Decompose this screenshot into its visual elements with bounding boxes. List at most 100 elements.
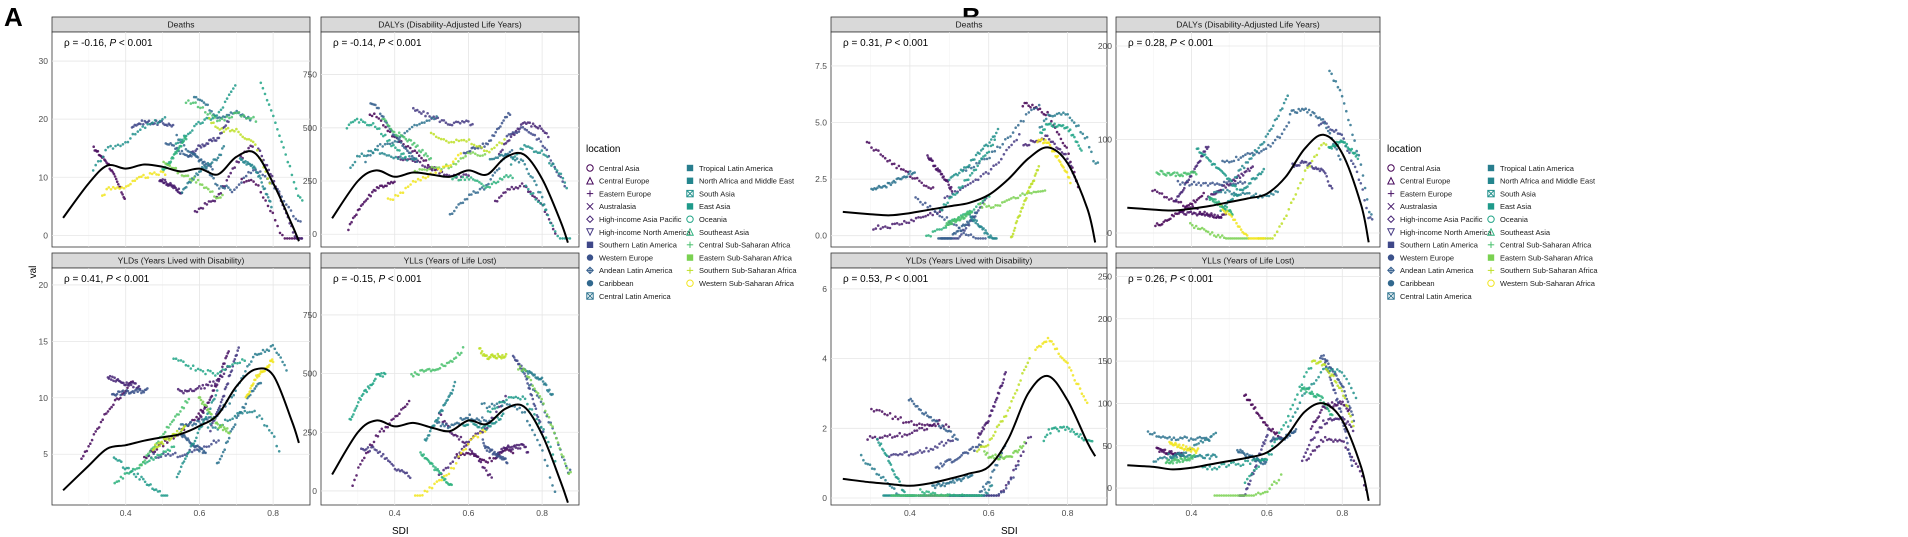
data-point [1179,436,1182,440]
data-point [1203,153,1207,156]
data-point [426,154,429,158]
data-point [241,412,244,415]
data-point [1248,152,1252,156]
data-point [953,481,956,484]
data-point [177,359,180,362]
data-point [1306,447,1309,451]
data-point [414,109,417,112]
facet-title: YLLs (Years of Life Lost) [404,256,497,266]
data-point [458,122,462,125]
data-point [1358,469,1362,473]
data-point [980,489,983,493]
data-point [988,156,991,160]
data-point [891,417,894,421]
data-point [368,113,372,116]
data-point [125,381,128,384]
data-point [994,430,997,434]
data-point [539,140,543,143]
data-point [430,116,434,120]
data-point [142,123,145,126]
data-point [893,473,896,476]
data-point [1332,440,1335,443]
data-point [943,484,947,488]
data-point [1179,200,1183,204]
data-point [263,369,267,373]
data-point [347,123,351,126]
data-point [226,440,229,443]
data-point [105,412,108,415]
data-point [1155,435,1158,438]
data-point [1182,204,1185,208]
data-point [1031,103,1034,107]
data-point [1213,213,1216,217]
data-point [415,160,419,163]
data-point [502,119,505,122]
data-point [1210,468,1214,471]
data-point [902,421,905,425]
data-point [233,414,237,418]
data-point [134,132,137,136]
data-point [1278,136,1282,139]
data-point [509,448,512,452]
data-point [559,175,562,179]
data-point [888,226,892,230]
data-point [1214,216,1218,219]
data-point [384,119,388,123]
data-point [1010,197,1013,200]
data-point [435,115,438,118]
data-point [507,175,510,179]
data-point [1342,440,1345,443]
data-point [410,372,413,376]
data-point [1192,199,1195,202]
data-point [378,112,382,116]
data-point [1213,190,1216,194]
data-point [1068,366,1071,369]
data-point [876,186,879,189]
data-point [494,420,498,424]
data-point [520,411,524,414]
data-point [253,409,256,413]
data-point [1325,421,1329,425]
data-point [354,407,358,410]
data-point [400,408,403,411]
data-point [483,153,487,156]
data-point [1321,440,1325,443]
data-point [1225,159,1229,163]
data-point [503,355,507,358]
data-point [897,164,901,168]
data-point [528,387,531,390]
data-point [892,453,895,456]
data-point [920,426,924,430]
data-point [420,168,424,171]
data-point [510,149,514,152]
data-point [957,237,960,240]
data-point [892,469,895,473]
data-point [453,456,457,459]
data-point [123,472,127,475]
data-point [266,196,270,199]
data-point [345,127,349,130]
data-point [523,372,526,375]
correlation-annotation: ρ = 0.28, P < 0.001 [1128,38,1214,49]
data-point [367,149,370,153]
data-point [212,389,216,392]
data-point [371,151,375,155]
data-point [161,117,164,121]
data-point [233,188,236,191]
data-point [875,472,878,476]
data-point [894,415,897,419]
data-point [963,229,966,232]
data-point [1320,408,1323,412]
data-point [157,442,160,445]
data-point [1004,138,1007,141]
data-point [409,139,413,142]
data-point [268,182,272,185]
data-point [1027,104,1030,107]
data-point [367,123,371,127]
data-point [1311,425,1314,428]
data-point [891,436,894,439]
data-point [459,451,463,455]
data-point [389,127,393,131]
